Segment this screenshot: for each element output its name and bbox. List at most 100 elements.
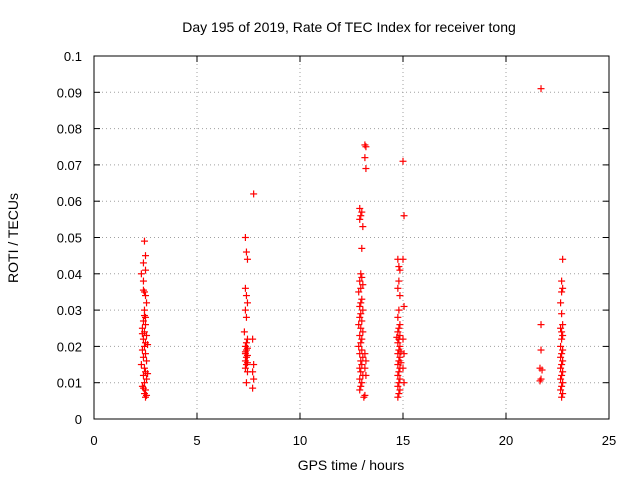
data-point <box>558 393 566 401</box>
data-point <box>558 335 566 343</box>
data-point <box>241 234 249 241</box>
data-point <box>358 346 366 354</box>
data-point <box>356 386 364 394</box>
data-point <box>362 143 370 151</box>
data-point <box>536 377 544 385</box>
data-point <box>356 215 364 223</box>
data-point <box>394 339 402 347</box>
y-tick-label: 0.04 <box>57 267 82 282</box>
data-point <box>139 277 147 285</box>
y-tick-label: 0.02 <box>57 339 82 354</box>
data-point <box>557 364 565 372</box>
x-tick-label: 20 <box>499 433 513 448</box>
data-point <box>357 310 365 318</box>
data-point <box>557 342 565 350</box>
data-point <box>358 361 366 369</box>
y-tick-label: 0.06 <box>57 194 82 209</box>
data-point <box>558 328 566 336</box>
data-point <box>250 190 258 198</box>
data-point <box>142 292 149 300</box>
data-point <box>249 335 257 343</box>
data-point <box>558 371 566 379</box>
data-point <box>393 333 401 341</box>
data-point <box>396 266 404 274</box>
data-point <box>358 379 366 387</box>
data-point <box>559 255 567 263</box>
data-point <box>142 350 149 358</box>
data-point <box>558 310 566 318</box>
data-point <box>358 244 366 252</box>
data-point <box>139 335 147 343</box>
data-point <box>356 277 364 285</box>
data-point <box>356 375 364 383</box>
data-point <box>558 361 566 369</box>
data-point <box>394 284 402 292</box>
data-point <box>395 390 403 398</box>
x-axis-ticks: 0 5 10 15 20 25 <box>90 56 616 448</box>
data-point <box>362 165 370 173</box>
data-point <box>355 288 363 296</box>
data-point <box>559 390 567 398</box>
data-point <box>399 335 407 343</box>
chart-title: Day 195 of 2019, Rate Of TEC Index for r… <box>182 19 516 35</box>
data-point <box>356 332 364 340</box>
data-point <box>137 361 145 369</box>
data-point <box>394 328 402 336</box>
data-point <box>400 302 408 310</box>
data-point <box>394 393 402 401</box>
data-point <box>242 248 250 256</box>
data-point <box>357 324 365 332</box>
data-point <box>242 361 250 369</box>
data-point <box>557 353 565 361</box>
data-point <box>360 393 368 401</box>
data-point <box>249 384 257 392</box>
data-point <box>243 299 251 307</box>
data-point <box>142 321 149 329</box>
data-point <box>140 237 148 245</box>
data-point <box>241 364 249 372</box>
data-point <box>395 368 403 376</box>
data-point <box>559 368 567 376</box>
data-point <box>139 384 147 392</box>
data-point <box>396 342 404 350</box>
data-point <box>359 353 367 361</box>
data-point <box>358 317 366 325</box>
data-point <box>138 330 146 338</box>
data-point <box>538 366 546 374</box>
data-point <box>559 332 567 340</box>
data-point <box>395 324 403 332</box>
data-point <box>140 364 148 372</box>
data-point <box>143 391 151 399</box>
data-point <box>396 292 404 300</box>
y-tick-label: 0.08 <box>57 122 82 137</box>
data-point <box>558 382 566 390</box>
data-point <box>240 328 248 336</box>
gridlines <box>94 56 609 419</box>
data-point <box>142 252 149 260</box>
data-point <box>140 379 148 387</box>
data-point <box>396 353 404 361</box>
data-point <box>250 361 258 369</box>
data-point <box>242 379 250 387</box>
data-point <box>361 154 369 162</box>
data-point <box>394 382 402 390</box>
data-point <box>361 364 369 372</box>
data-point <box>356 204 364 212</box>
data-point <box>242 346 250 354</box>
data-point <box>559 284 567 292</box>
data-point <box>357 368 365 376</box>
data-point <box>399 364 407 372</box>
y-tick-label: 0.03 <box>57 303 82 318</box>
data-point <box>242 292 250 300</box>
data-point <box>394 313 402 321</box>
data-point <box>242 339 250 347</box>
data-point <box>358 335 366 343</box>
y-tick-label: 0.09 <box>57 85 82 100</box>
data-point <box>557 386 565 394</box>
data-point <box>139 371 147 379</box>
data-point <box>358 273 366 281</box>
x-tick-label: 10 <box>293 433 307 448</box>
data-point <box>357 299 365 307</box>
data-point <box>142 393 149 401</box>
